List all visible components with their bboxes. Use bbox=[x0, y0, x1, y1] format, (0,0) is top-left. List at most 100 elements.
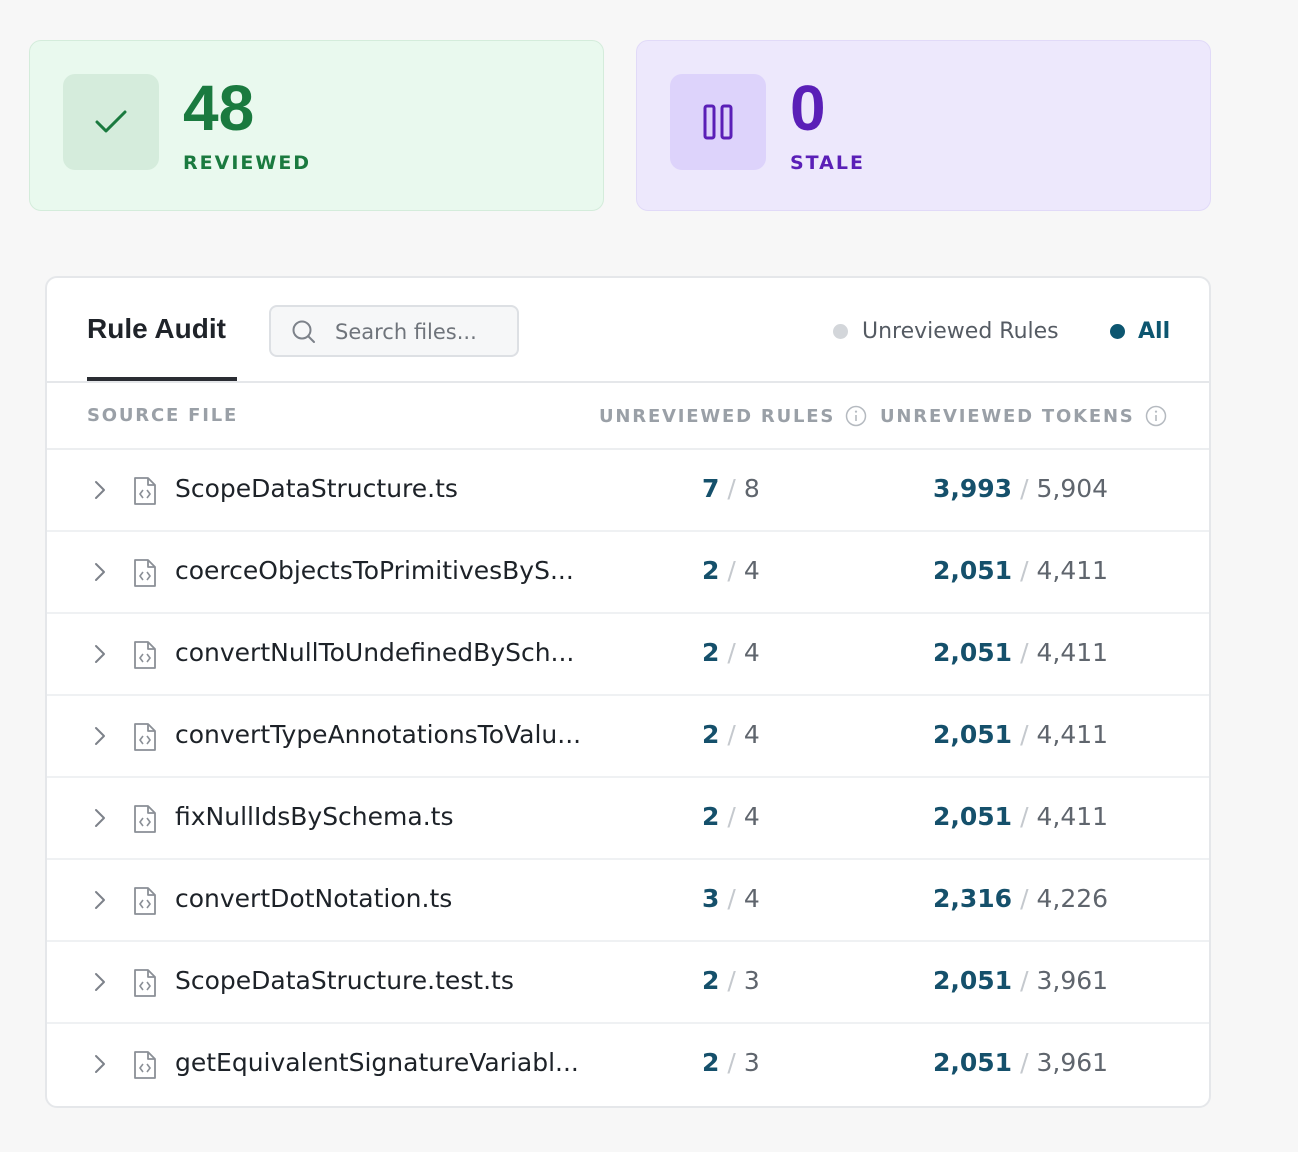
tokens-total-count: 4,226 bbox=[1036, 884, 1109, 913]
tokens-unreviewed-count: 2,051 bbox=[933, 802, 1013, 831]
chevron-right-icon[interactable] bbox=[92, 889, 108, 911]
rules-unreviewed-count: 3 bbox=[702, 884, 720, 913]
chevron-right-icon[interactable] bbox=[92, 643, 108, 665]
info-icon[interactable] bbox=[1145, 405, 1167, 427]
active-tab-indicator bbox=[87, 377, 237, 381]
reviewed-stat-card: 48 REVIEWED bbox=[29, 40, 604, 211]
tokens-unreviewed-count: 2,051 bbox=[933, 1048, 1013, 1077]
search-box[interactable] bbox=[269, 305, 519, 357]
unreviewed-tokens-value: 2,051/3,961 bbox=[933, 966, 1108, 995]
filter-unreviewed-rules[interactable]: Unreviewed Rules bbox=[833, 316, 1059, 346]
separator: / bbox=[1020, 556, 1029, 585]
unreviewed-tokens-value: 2,051/4,411 bbox=[933, 720, 1108, 749]
column-header-unreviewed-rules: UNREVIEWED RULES bbox=[599, 405, 867, 427]
file-name[interactable]: getEquivalentSignatureVariabl... bbox=[175, 1048, 579, 1077]
rules-total-count: 4 bbox=[743, 802, 760, 831]
column-header-label: UNREVIEWED TOKENS bbox=[880, 405, 1135, 427]
table-row[interactable]: ScopeDataStructure.ts 7/8 3,993/5,904 bbox=[47, 450, 1209, 532]
filter-all-label: All bbox=[1138, 318, 1171, 344]
table-row[interactable]: convertDotNotation.ts 3/4 2,316/4,226 bbox=[47, 860, 1209, 942]
tokens-total-count: 4,411 bbox=[1036, 638, 1109, 667]
rules-unreviewed-count: 2 bbox=[702, 556, 720, 585]
separator: / bbox=[1020, 802, 1029, 831]
rules-unreviewed-count: 7 bbox=[702, 474, 720, 503]
chevron-right-icon[interactable] bbox=[92, 725, 108, 747]
separator: / bbox=[727, 638, 736, 667]
tokens-total-count: 3,961 bbox=[1036, 1048, 1109, 1077]
file-name[interactable]: ScopeDataStructure.test.ts bbox=[175, 966, 514, 995]
unreviewed-tokens-value: 2,051/3,961 bbox=[933, 1048, 1108, 1077]
file-name[interactable]: convertDotNotation.ts bbox=[175, 884, 453, 913]
unreviewed-rules-value: 2/3 bbox=[702, 1048, 760, 1077]
chevron-right-icon[interactable] bbox=[92, 561, 108, 583]
rule-audit-panel: Rule Audit Unreviewed Rules All SOURCE F… bbox=[45, 276, 1211, 1108]
separator: / bbox=[1020, 638, 1029, 667]
separator: / bbox=[727, 884, 736, 913]
tokens-unreviewed-count: 2,316 bbox=[933, 884, 1013, 913]
chevron-right-icon[interactable] bbox=[92, 479, 108, 501]
tokens-unreviewed-count: 2,051 bbox=[933, 720, 1013, 749]
separator: / bbox=[1020, 474, 1029, 503]
unreviewed-tokens-value: 2,051/4,411 bbox=[933, 802, 1108, 831]
separator: / bbox=[727, 802, 736, 831]
separator: / bbox=[727, 474, 736, 503]
table-row[interactable]: convertNullToUndefinedBySch... 2/4 2,051… bbox=[47, 614, 1209, 696]
separator: / bbox=[1020, 884, 1029, 913]
stale-count: 0 bbox=[790, 72, 826, 144]
rules-total-count: 3 bbox=[743, 1048, 760, 1077]
unreviewed-rules-value: 7/8 bbox=[702, 474, 760, 503]
rules-total-count: 4 bbox=[743, 884, 760, 913]
file-name[interactable]: fixNullIdsBySchema.ts bbox=[175, 802, 454, 831]
table-row[interactable]: fixNullIdsBySchema.ts 2/4 2,051/4,411 bbox=[47, 778, 1209, 860]
tab-rule-audit[interactable]: Rule Audit bbox=[87, 313, 226, 344]
unreviewed-rules-value: 3/4 bbox=[702, 884, 760, 913]
tokens-total-count: 3,961 bbox=[1036, 966, 1109, 995]
unreviewed-tokens-value: 2,051/4,411 bbox=[933, 638, 1108, 667]
separator: / bbox=[1020, 1048, 1029, 1077]
table-row[interactable]: coerceObjectsToPrimitivesByS... 2/4 2,05… bbox=[47, 532, 1209, 614]
column-header-label: UNREVIEWED RULES bbox=[599, 405, 836, 427]
info-icon[interactable] bbox=[845, 405, 867, 427]
chevron-right-icon[interactable] bbox=[92, 1053, 108, 1075]
tokens-total-count: 4,411 bbox=[1036, 556, 1109, 585]
filter-unreviewed-label: Unreviewed Rules bbox=[862, 318, 1059, 344]
unreviewed-rules-value: 2/4 bbox=[702, 638, 760, 667]
code-file-icon bbox=[134, 969, 156, 997]
separator: / bbox=[727, 720, 736, 749]
unreviewed-rules-value: 2/4 bbox=[702, 802, 760, 831]
rules-unreviewed-count: 2 bbox=[702, 720, 720, 749]
rules-total-count: 8 bbox=[743, 474, 760, 503]
chevron-right-icon[interactable] bbox=[92, 971, 108, 993]
chevron-right-icon[interactable] bbox=[92, 807, 108, 829]
rules-total-count: 4 bbox=[743, 720, 760, 749]
code-file-icon bbox=[134, 723, 156, 751]
table-row[interactable]: ScopeDataStructure.test.ts 2/3 2,051/3,9… bbox=[47, 942, 1209, 1024]
table-row[interactable]: convertTypeAnnotationsToValu... 2/4 2,05… bbox=[47, 696, 1209, 778]
filter-all[interactable]: All bbox=[1110, 316, 1170, 346]
file-name[interactable]: coerceObjectsToPrimitivesByS... bbox=[175, 556, 574, 585]
unreviewed-rules-value: 2/4 bbox=[702, 556, 760, 585]
table-row[interactable]: getEquivalentSignatureVariabl... 2/3 2,0… bbox=[47, 1024, 1209, 1106]
file-name[interactable]: convertTypeAnnotationsToValu... bbox=[175, 720, 582, 749]
search-icon bbox=[292, 320, 315, 343]
file-name[interactable]: convertNullToUndefinedBySch... bbox=[175, 638, 575, 667]
code-file-icon bbox=[134, 559, 156, 587]
check-icon bbox=[63, 74, 159, 170]
unreviewed-tokens-value: 3,993/5,904 bbox=[933, 474, 1108, 503]
tokens-unreviewed-count: 2,051 bbox=[933, 966, 1013, 995]
tokens-unreviewed-count: 2,051 bbox=[933, 638, 1013, 667]
stale-stat-card: 0 STALE bbox=[636, 40, 1211, 211]
file-name[interactable]: ScopeDataStructure.ts bbox=[175, 474, 458, 503]
code-file-icon bbox=[134, 887, 156, 915]
panel-header: Rule Audit Unreviewed Rules All bbox=[47, 278, 1209, 383]
unreviewed-tokens-value: 2,316/4,226 bbox=[933, 884, 1108, 913]
rules-total-count: 3 bbox=[743, 966, 760, 995]
tokens-total-count: 5,904 bbox=[1036, 474, 1109, 503]
rules-unreviewed-count: 2 bbox=[702, 638, 720, 667]
reviewed-count: 48 bbox=[183, 72, 255, 144]
code-file-icon bbox=[134, 1051, 156, 1079]
separator: / bbox=[1020, 966, 1029, 995]
rules-total-count: 4 bbox=[743, 638, 760, 667]
rules-unreviewed-count: 2 bbox=[702, 802, 720, 831]
search-input[interactable] bbox=[335, 319, 505, 345]
